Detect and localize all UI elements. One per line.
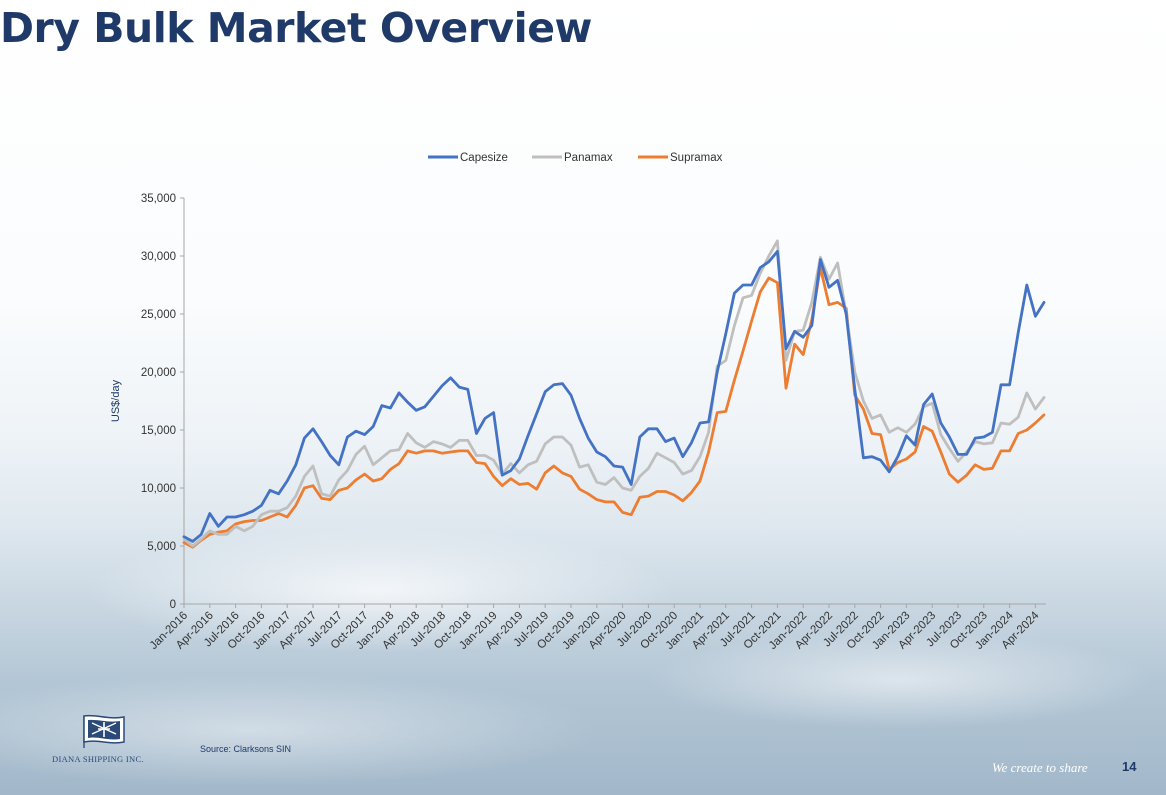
company-name: DIANA SHIPPING INC. (52, 754, 144, 764)
series-line-capesize (182, 249, 1046, 543)
series-line-panamax (182, 239, 1046, 548)
page-title: Dry Bulk Market Overview (0, 4, 592, 52)
tagline: We create to share (992, 760, 1088, 775)
legend-label-supramax: Supramax (670, 152, 723, 164)
y-tick-label: 0 (170, 599, 176, 611)
y-tick-label: 35,000 (141, 193, 176, 205)
y-tick-label: 20,000 (141, 367, 176, 379)
page-number: 14 (1122, 759, 1137, 774)
y-tick-label: 15,000 (141, 425, 176, 437)
chart-legend: Capesize Panamax Supramax (428, 152, 723, 164)
chart-axes: 0 5,000 10,000 15,000 20,000 25,000 30,000 35,0… (110, 193, 1046, 652)
y-axis-title: US$/day (110, 379, 122, 422)
source-note: Source: Clarksons SIN (200, 744, 292, 754)
company-logo (83, 714, 125, 748)
legend-label-capesize: Capesize (460, 152, 508, 164)
chart-series (182, 239, 1046, 549)
legend-label-panamax: Panamax (564, 152, 613, 164)
y-tick-label: 10,000 (141, 483, 176, 495)
y-tick-label: 25,000 (141, 309, 176, 321)
series-line-supramax (182, 266, 1046, 549)
y-tick-label: 5,000 (147, 541, 176, 553)
y-tick-label: 30,000 (141, 251, 176, 263)
